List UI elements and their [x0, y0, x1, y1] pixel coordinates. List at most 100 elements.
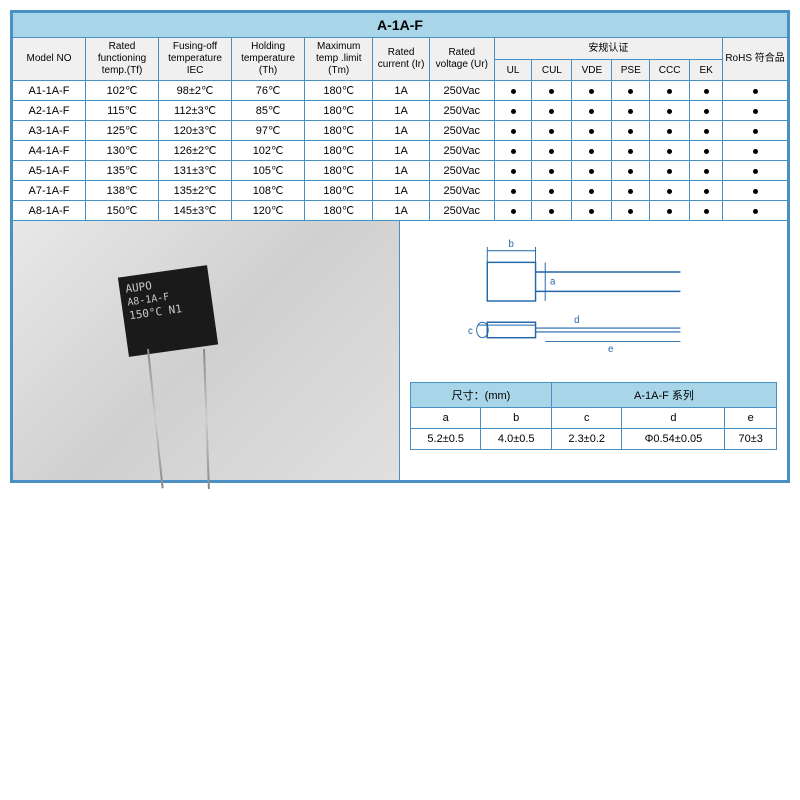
dot-icon: [589, 89, 594, 94]
table-cell: 102℃: [232, 141, 305, 161]
table-cell: 1A: [373, 81, 430, 101]
table-cell: 98±2℃: [159, 81, 232, 101]
dim-col-label: b: [481, 408, 551, 429]
table-cell: 180℃: [305, 181, 373, 201]
cert-cell: [494, 161, 532, 181]
cert-cell: [572, 201, 612, 221]
table-cell: A2-1A-F: [13, 101, 86, 121]
dot-icon: [667, 209, 672, 214]
lead-wire-2: [203, 349, 210, 489]
header-cul: CUL: [532, 60, 572, 81]
header-ek: EK: [690, 60, 723, 81]
cert-cell: [532, 141, 572, 161]
cert-cell: [612, 201, 650, 221]
cert-cell: [612, 121, 650, 141]
cert-cell: [532, 101, 572, 121]
dot-icon: [511, 189, 516, 194]
table-row: A8-1A-F150℃145±3℃120℃180℃1A250Vac: [13, 201, 788, 221]
dim-col-label: e: [725, 408, 777, 429]
cert-cell: [494, 141, 532, 161]
cert-cell: [612, 181, 650, 201]
dot-icon: [704, 109, 709, 114]
cert-cell: [532, 161, 572, 181]
table-cell: 250Vac: [429, 81, 494, 101]
dim-value: 4.0±0.5: [481, 429, 551, 450]
dot-icon: [753, 129, 758, 134]
dot-icon: [549, 189, 554, 194]
rohs-cell: [723, 161, 788, 181]
table-cell: 97℃: [232, 121, 305, 141]
table-cell: 145±3℃: [159, 201, 232, 221]
header-fusing: Fusing-off temperature IEC: [159, 38, 232, 81]
dim-value: 2.3±0.2: [551, 429, 621, 450]
dim-b: b: [509, 239, 514, 250]
dim-value: 5.2±0.5: [411, 429, 481, 450]
dot-icon: [589, 149, 594, 154]
header-current: Rated current (Ir): [373, 38, 430, 81]
table-cell: A4-1A-F: [13, 141, 86, 161]
table-cell: 180℃: [305, 81, 373, 101]
dot-icon: [589, 129, 594, 134]
table-cell: 250Vac: [429, 121, 494, 141]
dot-icon: [549, 109, 554, 114]
table-cell: 1A: [373, 181, 430, 201]
table-cell: 250Vac: [429, 141, 494, 161]
dot-icon: [753, 189, 758, 194]
cert-cell: [532, 181, 572, 201]
header-holding: Holding temperature (Th): [232, 38, 305, 81]
dot-icon: [511, 169, 516, 174]
table-cell: 120℃: [232, 201, 305, 221]
table-cell: 150℃: [86, 201, 159, 221]
dim-value: 70±3: [725, 429, 777, 450]
table-cell: 250Vac: [429, 181, 494, 201]
dot-icon: [704, 209, 709, 214]
dot-icon: [549, 169, 554, 174]
dot-icon: [589, 209, 594, 214]
dot-icon: [628, 169, 633, 174]
dot-icon: [628, 109, 633, 114]
dim-col-label: c: [551, 408, 621, 429]
rohs-cell: [723, 81, 788, 101]
dot-icon: [704, 89, 709, 94]
table-cell: 125℃: [86, 121, 159, 141]
dot-icon: [704, 189, 709, 194]
table-cell: A3-1A-F: [13, 121, 86, 141]
cert-cell: [650, 201, 690, 221]
table-cell: 1A: [373, 161, 430, 181]
dot-icon: [667, 149, 672, 154]
table-cell: 1A: [373, 141, 430, 161]
cert-cell: [690, 101, 723, 121]
cert-cell: [494, 181, 532, 201]
cert-cell: [690, 121, 723, 141]
dot-icon: [589, 189, 594, 194]
dot-icon: [667, 169, 672, 174]
dot-icon: [511, 129, 516, 134]
dimension-table: 尺寸：(mm) A-1A-F 系列 abcde 5.2±0.54.0±0.52.…: [410, 382, 777, 450]
cert-cell: [532, 81, 572, 101]
rohs-cell: [723, 121, 788, 141]
table-cell: 131±3℃: [159, 161, 232, 181]
dim-value: Φ0.54±0.05: [622, 429, 725, 450]
table-cell: 180℃: [305, 101, 373, 121]
rohs-cell: [723, 181, 788, 201]
cert-cell: [650, 121, 690, 141]
header-max-temp: Maximum temp .limit (Tm): [305, 38, 373, 81]
cert-cell: [690, 161, 723, 181]
table-cell: 180℃: [305, 161, 373, 181]
header-voltage: Rated voltage (Ur): [429, 38, 494, 81]
dot-icon: [549, 209, 554, 214]
dot-icon: [667, 89, 672, 94]
cert-cell: [612, 141, 650, 161]
table-row: A4-1A-F130℃126±2℃102℃180℃1A250Vac: [13, 141, 788, 161]
dot-icon: [667, 109, 672, 114]
rohs-cell: [723, 101, 788, 121]
table-row: A7-1A-F138℃135±2℃108℃180℃1A250Vac: [13, 181, 788, 201]
table-cell: 105℃: [232, 161, 305, 181]
dot-icon: [704, 149, 709, 154]
cert-cell: [690, 141, 723, 161]
table-cell: 76℃: [232, 81, 305, 101]
dot-icon: [511, 149, 516, 154]
table-cell: 180℃: [305, 201, 373, 221]
dim-a: a: [550, 277, 556, 288]
table-row: A1-1A-F102℃98±2℃76℃180℃1A250Vac: [13, 81, 788, 101]
